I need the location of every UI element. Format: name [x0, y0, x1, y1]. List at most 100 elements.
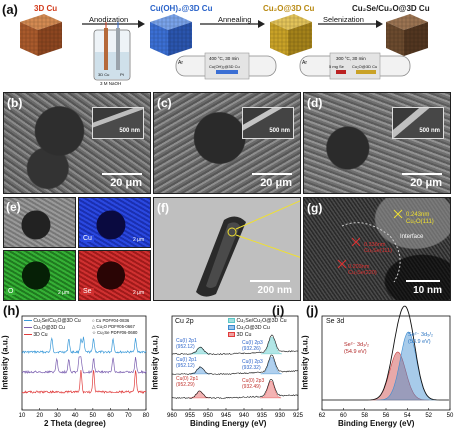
panel-i: (i) 960 955 950 945 940 935 930 925 Cu 2p Cu₂Se…	[150, 302, 304, 430]
xrd-legend: Cu₂Se/Cu₂O@3D Cu Cu₂O@3D Cu 3D Cu	[24, 318, 86, 339]
xrd-xlabel: 2 Theta (degree)	[44, 419, 106, 428]
xps-peak-label: Cu(I) 2p1	[176, 357, 197, 363]
hrtem-g-scale: 10 nm	[413, 285, 442, 296]
xps-se-annot-right: Se²⁻ 3d₅/₂ (53.9 eV)	[408, 332, 433, 345]
xps-cu-annotations-left: Cu(I) 2p1 (952.12) Cu(I) 2p1 (952.12) Cu…	[176, 338, 198, 388]
xrd-legend-label: Cu₂Se/Cu₂O@3D Cu	[33, 318, 81, 324]
panel-h: (h) 10 20 30 40 50 60 70 80 Cu₂Se/Cu₂O@3D Cu Cu…	[0, 302, 152, 430]
sem-d-inset-scale: 500 nm	[419, 128, 440, 134]
sem-d-scale: 20 μm	[410, 177, 442, 189]
xps-cu-xlabel: Binding Energy (eV)	[190, 419, 267, 428]
xps-peak-value: (952.12)	[176, 344, 195, 350]
cell-electrode-cu: 3D Cu	[98, 72, 110, 77]
xps-se-title: Se 3d	[326, 318, 345, 325]
xps-cu-peak-area	[261, 336, 282, 355]
sem-image-b: (b) 500 nm 20 μm	[3, 92, 151, 194]
panel-c-label: (c)	[157, 96, 172, 110]
scheme-graphics	[20, 14, 428, 81]
cell-electrode-pt: Pt	[120, 72, 124, 77]
eds-map-sem	[3, 197, 76, 248]
sem-inset-c	[242, 107, 294, 139]
xps-se-annot-left: Se²⁻ 3d₃/₂ (54.9 eV)	[344, 342, 369, 355]
panel-i-label: (i)	[272, 303, 285, 318]
eds-se-element: Se	[81, 288, 94, 295]
cube-3d-cu-icon	[20, 14, 62, 56]
selen-sample: Cu₂O@3D Cu	[352, 64, 378, 69]
tem-nanowire	[196, 200, 300, 297]
xps-cu-series-line	[171, 354, 299, 375]
xrd-tick-label: 20	[36, 413, 43, 419]
anneal-gas: Ar	[178, 60, 183, 66]
step-anodization: Anodization	[89, 15, 129, 24]
xps-se-chart: 62 60 58 56 54 52 50	[319, 305, 454, 419]
xps-cu-tick-label: 945	[221, 413, 232, 419]
xps-peak-value: (932.32)	[242, 365, 261, 371]
xps-cu-ylabel: Intensity (a.u.)	[150, 335, 160, 390]
cell-solution: 3 M NaOH	[100, 81, 122, 86]
xrd-tick-label: 60	[107, 413, 114, 419]
panel-j: (j) 62 60 58 56 54 52 50 Se 3d Se²⁻ 3d₃/₂ (54.…	[300, 302, 454, 430]
panel-a-label: (a)	[2, 2, 18, 17]
xps-cu-legend-item: Cu₂Se/Cu₂O@3D Cu	[228, 318, 298, 325]
xrd-tick-label: 30	[54, 413, 61, 419]
eds-cu-element: Cu	[81, 235, 94, 242]
xps-peak-label: Cu(I) 2p1	[176, 338, 197, 344]
selen-condition: 300 °C, 30 min	[336, 56, 366, 61]
xps-se-tick-label: 50	[447, 413, 454, 419]
stage-label-3d-cu: 3D Cu	[34, 4, 58, 13]
stage-label-cu2o: Cu₂O@3D Cu	[263, 4, 315, 13]
xps-se-peak-value: (54.9 eV)	[344, 348, 367, 355]
xrd-legend-label: 3D Cu	[33, 332, 48, 338]
xps-peak-label: Cu(0) 2p3	[242, 378, 265, 384]
panel-e: (e) Cu 2 μm O 2 μm Se 2 μm	[3, 197, 151, 301]
hrtem-plane-cu2se-111: Cu₂Se(111)	[364, 248, 392, 254]
xps-se-ylabel: Intensity (a.u.)	[300, 335, 310, 390]
hrtem-plane-cu2o: Cu₂O(111)	[406, 219, 434, 225]
xrd-series-line	[21, 369, 147, 395]
step-annealing: Annealing	[218, 15, 252, 24]
xrd-ylabel: Intensity (a.u.)	[0, 335, 10, 390]
anodization-beaker-icon	[93, 22, 131, 81]
xps-se-peak-label: Se²⁻ 3d₅/₂	[408, 332, 433, 338]
panel-b-label: (b)	[7, 96, 23, 110]
xps-cu-legend: Cu₂Se/Cu₂O@3D Cu Cu₂O@3D Cu 3D Cu	[228, 318, 298, 339]
xps-se-tick-label: 62	[319, 413, 326, 419]
xps-cu-tick-label: 940	[239, 413, 250, 419]
sem-c-inset-scale: 500 nm	[269, 128, 290, 134]
selen-source: 5 mg Se	[329, 64, 344, 69]
xps-cu-series-line	[171, 334, 299, 355]
eds-map-o	[3, 250, 76, 301]
hrtem-interface: Interface	[400, 234, 424, 240]
xrd-series-line	[22, 336, 147, 355]
xps-cu-tick-label: 925	[293, 413, 304, 419]
sem-image-c: (c) 500 nm 20 μm	[153, 92, 301, 194]
xps-se-tick-label: 60	[340, 413, 347, 419]
sem-c-scale: 20 μm	[260, 177, 292, 189]
xps-se-tick-label: 52	[425, 413, 432, 419]
xps-se-xlabel: Binding Energy (eV)	[338, 419, 415, 428]
xrd-legend-item: Cu₂O@3D Cu	[24, 325, 86, 332]
xrd-ref-item: ☆ Cu₂Se PDF#06-0680	[92, 330, 138, 335]
xps-se-peak-label: Se²⁻ 3d₃/₂	[344, 342, 370, 348]
xrd-ref-item: ○ Cu PDF#04-0836	[92, 318, 130, 323]
xps-peak-label: Cu(I) 2p3	[242, 340, 263, 346]
anneal-condition: 400 °C, 30 min	[209, 56, 239, 61]
panel-a: (a) 3D Cu Cu(OH)₂@3D Cu Cu₂O@3D Cu Cu₂Se…	[0, 0, 454, 88]
cube-cu2o-icon	[270, 14, 312, 56]
xrd-ref-item: △ Cu₂O PDF#05-0667	[92, 324, 135, 329]
anneal-sample: Cu(OH)₂@3D Cu	[209, 64, 240, 69]
panel-e-label: (e)	[6, 200, 21, 214]
xps-cu-peak-area	[260, 356, 282, 375]
xrd-tick-label: 70	[125, 413, 132, 419]
hrtem-image-g: (g) 0.243nm Cu₂O(111) Interface 0.336nm …	[303, 197, 451, 301]
eds-o-scale: 2 μm	[58, 290, 70, 296]
xrd-chart: 10 20 30 40 50 60 70 80	[19, 315, 150, 419]
xps-cu-tick-label: 950	[203, 413, 214, 419]
xrd-legend-item: 3D Cu	[24, 332, 86, 339]
sem-inset-d	[392, 107, 444, 139]
hrtem-d-cu2se-220: 0.203nm	[348, 264, 370, 270]
xrd-ref-label: Cu₂Se PDF#06-0680	[97, 330, 138, 335]
xps-cu-tick-label: 935	[257, 413, 268, 419]
xps-cu-peak-area	[260, 380, 282, 399]
cube-cuoh2-icon	[150, 14, 192, 56]
